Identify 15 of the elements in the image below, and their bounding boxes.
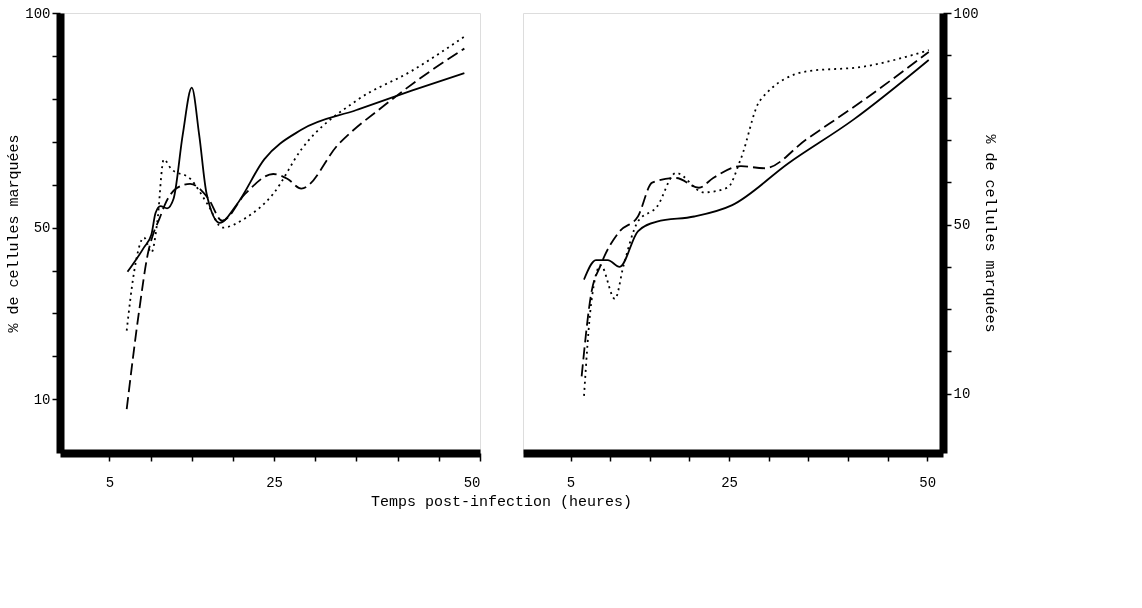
- y-tick-label: 50: [33, 220, 51, 237]
- y-tick-label: 100: [953, 5, 979, 22]
- x-tick-label: 25: [721, 474, 738, 491]
- y-tick-label: 10: [33, 391, 51, 408]
- x-tick-label: 25: [266, 474, 284, 491]
- y-axis-title: % de cellules marquées: [6, 134, 24, 333]
- x-tick-label: 50: [463, 474, 481, 491]
- x-axis-title: Temps post-infection (heures): [370, 493, 633, 511]
- x-tick-label: 5: [566, 474, 576, 491]
- y-tick-label: 10: [953, 386, 971, 403]
- y-tick-label: 50: [953, 217, 971, 234]
- x-tick-label: 50: [919, 474, 937, 491]
- y-tick-label: 100: [25, 5, 51, 22]
- x-tick-label: 5: [105, 474, 115, 491]
- y-axis-title: % de cellules marquées: [980, 134, 998, 333]
